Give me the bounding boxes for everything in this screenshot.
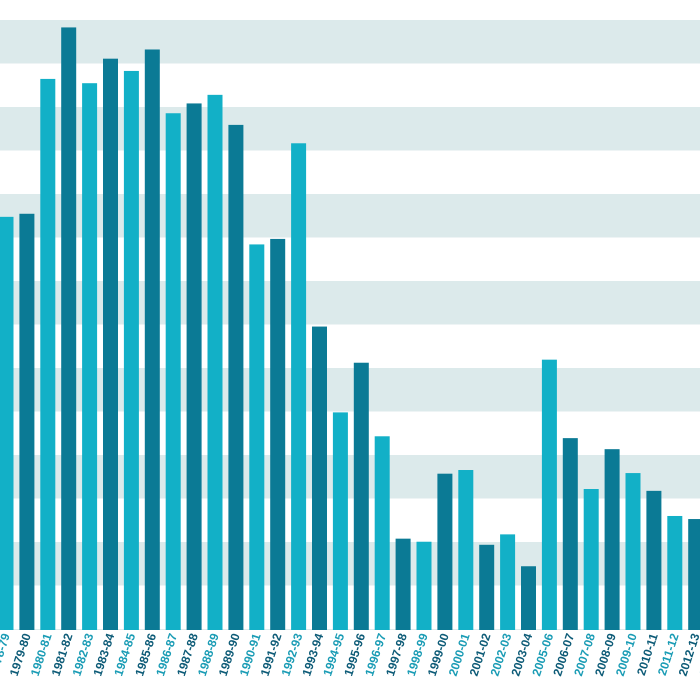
bar-2002-03	[500, 534, 516, 630]
bar-2009-10	[625, 473, 641, 630]
bar-1983-84	[103, 58, 118, 631]
bar-1986-87	[165, 113, 181, 631]
bar-1990-91	[249, 244, 265, 631]
bar-1982-83	[82, 83, 98, 630]
bar-2005-06	[541, 359, 557, 630]
bar-2003-04	[521, 566, 536, 630]
bar-2012-13	[688, 519, 700, 630]
bar-1989-90	[228, 124, 244, 630]
bar-1996-97	[374, 436, 390, 630]
bar-1985-86	[144, 49, 160, 631]
bar-1987-88	[186, 103, 202, 631]
bar-2010-11	[646, 490, 662, 630]
bar-1980-81	[40, 78, 56, 630]
bar-1988-89	[207, 94, 223, 631]
bar-1997-98	[395, 538, 411, 630]
bar-2006-07	[562, 438, 578, 630]
bar-1991-92	[270, 238, 286, 630]
bar-1999-00	[437, 473, 453, 630]
bar-1981-82	[61, 27, 77, 631]
bar-2008-09	[604, 449, 620, 630]
bar-1998-99	[416, 541, 432, 630]
bar-1984-85	[123, 70, 139, 630]
bar-2011-12	[667, 515, 683, 630]
bar-1994-95	[332, 412, 348, 630]
bar-1978-79	[0, 216, 14, 630]
bar-1992-93	[291, 143, 307, 630]
bar-1995-96	[353, 362, 369, 630]
bar-2007-08	[583, 489, 599, 630]
bar-2000-01	[458, 470, 474, 630]
bars	[0, 27, 700, 631]
bar-2001-02	[479, 544, 495, 630]
grid-band	[0, 629, 700, 630]
bar-1979-80	[19, 213, 35, 630]
x-tick-labels: 1978-791979-801980-811981-821982-831983-…	[0, 631, 700, 678]
bar-1993-94	[312, 326, 327, 630]
grid-band	[0, 20, 700, 64]
